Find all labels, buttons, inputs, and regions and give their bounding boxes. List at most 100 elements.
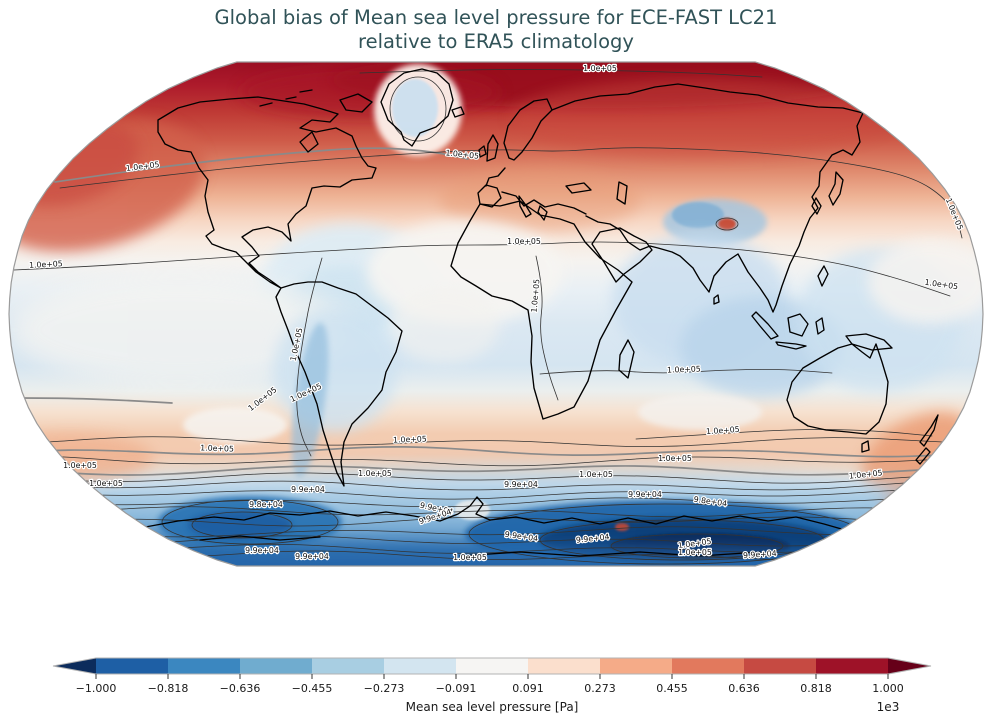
bias-patch (183, 407, 287, 443)
coast-arctic-islands (259, 89, 313, 107)
contour-line (9, 397, 173, 404)
contour-label: 9.9e+04 (245, 546, 279, 555)
coast-africa (450, 200, 633, 420)
bias-patch (672, 202, 724, 228)
contour-label: 1.0e+05 (200, 443, 234, 453)
coast-south-america (275, 281, 403, 487)
coast-japan (828, 171, 844, 206)
coast-ireland (478, 145, 487, 158)
contour-line (59, 147, 963, 239)
contour-label: 9.9e+04 (291, 485, 325, 494)
coast-java (775, 341, 807, 350)
colorbar-tick-label: −0.455 (292, 682, 333, 695)
contour-loop (191, 511, 293, 539)
contour-label: 1.0e+05 (89, 479, 123, 488)
contour-line (13, 241, 951, 297)
pressure-contour-lines (9, 69, 973, 565)
colorbar-segment (816, 658, 888, 674)
colorbar-segment (384, 658, 456, 674)
coast-arabia (591, 227, 653, 283)
contour-label: 1.0e+05 (63, 461, 97, 470)
colorbar-tick-label: −0.091 (436, 682, 477, 695)
figure-title-line1: Global bias of Mean sea level pressure f… (215, 6, 778, 29)
contour-label: 1.0e+05 (579, 470, 613, 479)
colorbar-segment (456, 658, 528, 674)
colorbar: −1.000 −0.818 −0.636 −0.455 −0.273 −0.091 0.09… (52, 657, 932, 695)
coast-black-sea (565, 182, 592, 194)
contour-label: 1.0e+05 (530, 279, 542, 313)
colorbar-axis-label: Mean sea level pressure [Pa] (406, 700, 579, 714)
coastlines (95, 68, 939, 557)
contour-label: 9.9e+04 (504, 480, 538, 489)
colorbar-segment (96, 658, 168, 674)
bias-patch (392, 79, 438, 137)
bias-patch (638, 394, 762, 430)
contour-loop (389, 76, 447, 142)
colorbar-segment (600, 658, 672, 674)
coast-philippines (817, 265, 829, 287)
colorbar-tick-label: 0.273 (584, 682, 616, 695)
coast-madagascar (618, 339, 635, 379)
contour-label: 9.8e+04 (249, 500, 283, 509)
contour-line (535, 255, 559, 401)
colorbar-tick-label: 1.000 (872, 682, 904, 695)
colorbar-tick-label: −0.636 (220, 682, 261, 695)
contour-label: 1.0e+05 (583, 64, 617, 73)
contour-label: 9.9e+04 (295, 552, 329, 561)
coast-antarctica-inner (199, 535, 761, 557)
colorbar-tick-label: −0.273 (364, 682, 405, 695)
coast-north-america (157, 96, 377, 289)
coast-britain (486, 134, 499, 162)
coast-sulawesi (815, 317, 825, 335)
coast-italy (518, 195, 532, 218)
contour-line (9, 488, 973, 500)
contour-label: 9.9e+04 (743, 549, 777, 560)
colorbar-tick-label: 0.455 (656, 682, 688, 695)
contour-line (9, 436, 973, 447)
colorbar-segment (744, 658, 816, 674)
contour-line (9, 497, 973, 508)
coast-australia (786, 343, 889, 435)
contour-label: 1.0e+05 (393, 434, 427, 444)
coast-borneo (787, 313, 809, 337)
bias-patch (718, 218, 736, 230)
colorbar-segment (168, 658, 240, 674)
contour-label: 9.9e+04 (628, 490, 662, 499)
contour-line (9, 506, 973, 518)
bias-patch (454, 500, 490, 520)
colorbar-tick-label: 0.818 (800, 682, 832, 695)
contour-line (359, 69, 763, 78)
contour-label: 1.0e+05 (706, 425, 740, 436)
contour-label: 1.0e+05 (358, 469, 392, 478)
bias-patch (440, 168, 640, 232)
contour-line (9, 465, 973, 476)
colorbar-tick-label: −0.818 (148, 682, 189, 695)
contour-line (9, 472, 973, 484)
contour-line (9, 535, 973, 547)
contour-label: 1.0e+05 (453, 553, 487, 562)
coast-tasmania (861, 440, 870, 453)
bias-patch (66, 545, 926, 566)
bias-patch (510, 78, 890, 158)
contour-loop (610, 533, 784, 559)
contour-line (296, 257, 323, 457)
coast-sri-lanka (713, 294, 720, 305)
contour-line (9, 446, 973, 458)
colorbar-offset-label: 1e3 (877, 700, 900, 714)
contour-line (54, 147, 469, 183)
contour-label: 1.0e+05 (507, 237, 541, 246)
colorbar-over-arrow (888, 658, 931, 674)
contour-label: 1.0e+05 (667, 364, 701, 374)
bias-patch (291, 322, 329, 478)
contour-loop (715, 217, 739, 231)
colorbar-segment (528, 658, 600, 674)
coast-caspian-sea (616, 181, 628, 205)
map-outline (8, 61, 984, 567)
colorbar-segment (312, 658, 384, 674)
colorbar-segment (672, 658, 744, 674)
bias-patch (868, 240, 983, 324)
coast-baffin-island (339, 93, 373, 113)
contour-line (635, 429, 933, 440)
coast-scandinavia (503, 98, 553, 161)
